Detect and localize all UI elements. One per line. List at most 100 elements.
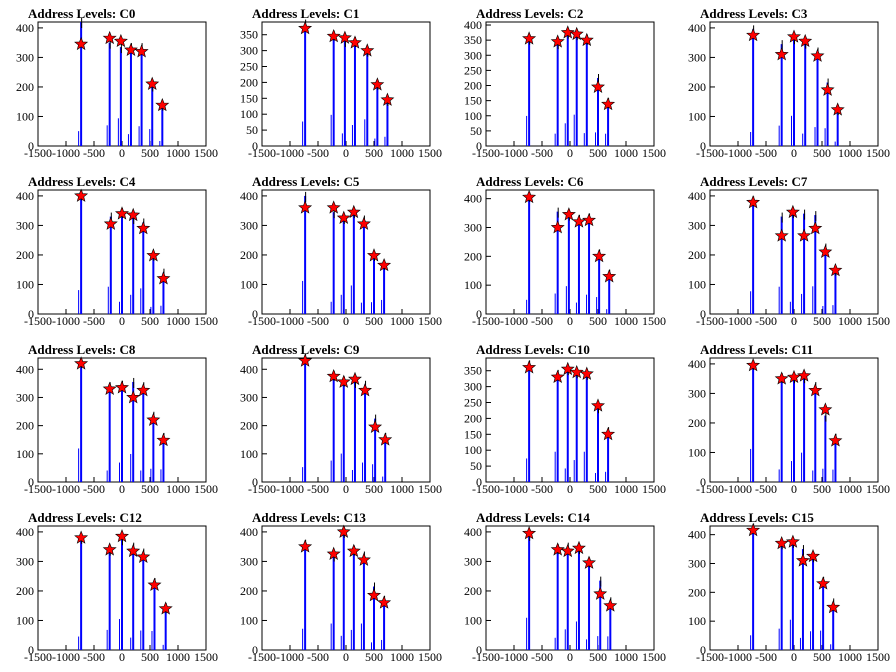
histogram-bar bbox=[332, 212, 335, 314]
y-tick-label: 0 bbox=[476, 139, 482, 153]
plot-frame bbox=[485, 189, 655, 315]
histogram-bar bbox=[352, 549, 355, 650]
x-tick-label: -500 bbox=[83, 146, 105, 160]
x-tick-label: 1500 bbox=[866, 650, 890, 664]
x-tick-label: 1000 bbox=[166, 314, 190, 328]
y-tick-label: 250 bbox=[464, 63, 482, 77]
histogram-bar bbox=[556, 373, 559, 482]
peak-marker bbox=[808, 383, 823, 397]
peak-marker bbox=[346, 543, 361, 558]
histogram-chart: Address Levels: C11 0 100 200 300 400 -1500 -10… bbox=[688, 342, 890, 496]
histogram-side-bar bbox=[119, 462, 120, 482]
histogram-side-bar bbox=[341, 133, 343, 146]
histogram-bar bbox=[599, 580, 602, 650]
peak-marker bbox=[797, 368, 812, 382]
histogram-bar bbox=[834, 437, 837, 482]
histogram-bar bbox=[132, 381, 135, 482]
histogram-side-bar bbox=[364, 119, 366, 146]
histogram-side-bar bbox=[302, 467, 304, 482]
x-tick-label: 0 bbox=[119, 146, 125, 160]
y-tick-label: 100 bbox=[688, 109, 706, 123]
y-tick-label: 100 bbox=[240, 613, 258, 627]
x-tick-label: -500 bbox=[531, 482, 553, 496]
peak-marker bbox=[550, 34, 565, 48]
histogram-bar bbox=[332, 374, 335, 482]
x-tick-label: 1500 bbox=[642, 314, 666, 328]
peak-marker bbox=[74, 36, 89, 51]
peak-marker bbox=[102, 542, 117, 556]
peak-marker bbox=[796, 553, 810, 567]
x-tick-label: 500 bbox=[365, 146, 383, 160]
x-tick-label: -1500 bbox=[24, 314, 52, 328]
histogram-side-bar bbox=[822, 468, 824, 482]
histogram-bar bbox=[80, 537, 83, 650]
y-tick-label: 0 bbox=[476, 475, 482, 489]
x-tick-label: 0 bbox=[791, 146, 797, 160]
x-tick-label: 0 bbox=[791, 482, 797, 496]
x-tick-label: 500 bbox=[589, 146, 607, 160]
histogram-side-bar bbox=[340, 635, 342, 650]
histogram-panel: Address Levels: C3 0 100 200 300 400 -1500 -100… bbox=[672, 0, 896, 168]
peak-marker bbox=[560, 543, 575, 558]
histogram-side-bar bbox=[606, 309, 608, 314]
peak-marker bbox=[603, 598, 618, 612]
peak-marker bbox=[74, 188, 89, 202]
x-tick-label: 0 bbox=[343, 146, 349, 160]
histogram-side-bar bbox=[78, 636, 80, 650]
histogram-panel: Address Levels: C8 0 100 200 300 400 -1500 -100… bbox=[0, 336, 224, 504]
histogram-side-bar bbox=[362, 462, 364, 482]
histogram-bar bbox=[140, 47, 143, 146]
histogram-side-bar bbox=[791, 115, 792, 146]
y-tick-label: 200 bbox=[464, 79, 482, 93]
x-tick-label: 500 bbox=[141, 146, 159, 160]
histogram-chart: Address Levels: C6 0 100 200 300 400 -1500 -100… bbox=[464, 174, 666, 328]
histogram-bar bbox=[566, 546, 569, 650]
histogram-side-bar bbox=[302, 628, 304, 650]
chart-title: Address Levels: C15 bbox=[700, 510, 814, 525]
x-tick-label: 0 bbox=[791, 314, 797, 328]
histogram-bar bbox=[609, 601, 612, 650]
peak-marker bbox=[74, 356, 89, 370]
histogram-chart: Address Levels: C4 0 100 200 300 400 -1500 -100… bbox=[16, 174, 218, 328]
x-tick-label: 1500 bbox=[418, 146, 442, 160]
histogram-side-bar bbox=[340, 294, 342, 314]
x-tick-label: -500 bbox=[83, 482, 105, 496]
peak-marker bbox=[326, 368, 341, 383]
y-tick-label: 150 bbox=[464, 427, 482, 441]
x-tick-label: 1500 bbox=[866, 482, 890, 496]
y-tick-label: 400 bbox=[16, 21, 34, 35]
y-tick-label: 50 bbox=[470, 459, 482, 473]
histogram-chart: Address Levels: C14 0 100 200 300 400 -1500 -10… bbox=[464, 510, 666, 664]
y-tick-label: 200 bbox=[240, 584, 258, 598]
y-tick-label: 0 bbox=[252, 307, 258, 321]
histogram-bar bbox=[567, 214, 570, 314]
peak-marker bbox=[346, 204, 361, 219]
histogram-panel: Address Levels: C15 0 100 200 300 400 -1500 -10… bbox=[672, 504, 896, 672]
histogram-side-bar bbox=[150, 468, 152, 482]
histogram-side-bar bbox=[554, 451, 556, 482]
histogram-side-bar bbox=[150, 306, 152, 314]
histogram-side-bar bbox=[750, 448, 752, 482]
x-tick-label: 500 bbox=[813, 314, 831, 328]
histogram-side-bar bbox=[330, 623, 332, 650]
peak-marker bbox=[550, 542, 565, 556]
plot-frame bbox=[485, 525, 655, 651]
peak-marker bbox=[785, 534, 800, 548]
histogram-bar bbox=[161, 104, 164, 146]
histogram-bar bbox=[577, 218, 580, 314]
y-tick-label: 0 bbox=[252, 643, 258, 657]
x-tick-label: -1500 bbox=[472, 482, 500, 496]
x-tick-label: -1000 bbox=[276, 314, 304, 328]
histogram-side-bar bbox=[372, 464, 374, 482]
peak-marker bbox=[787, 369, 801, 384]
peak-marker bbox=[810, 48, 825, 62]
x-tick-label: -500 bbox=[307, 146, 329, 160]
histogram-side-bar bbox=[360, 302, 362, 314]
y-tick-label: 100 bbox=[464, 613, 482, 627]
y-tick-label: 100 bbox=[16, 447, 34, 461]
peak-marker bbox=[336, 374, 351, 388]
histogram-bar bbox=[585, 38, 588, 146]
peak-marker bbox=[126, 207, 141, 222]
peak-marker bbox=[818, 244, 833, 258]
